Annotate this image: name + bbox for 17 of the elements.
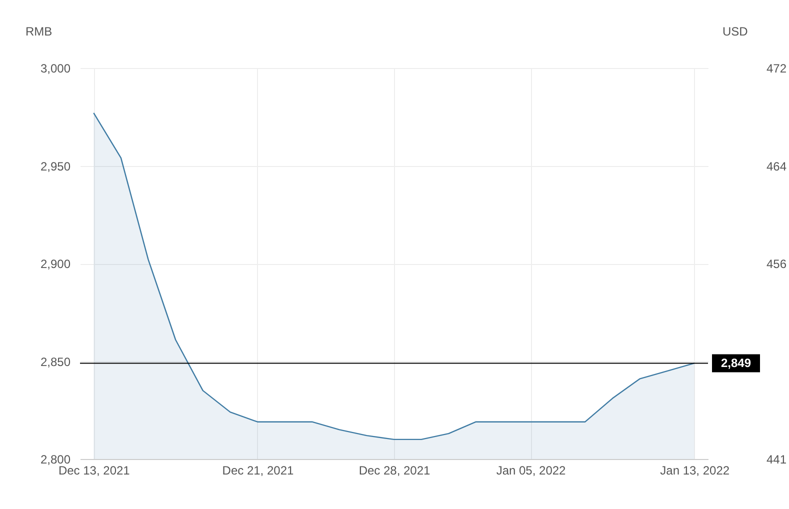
x-tick-label: Dec 28, 2021 [358,464,431,478]
y2-axis-title: USD [722,24,748,38]
x-tick-label: Dec 21, 2021 [222,464,294,478]
x-tick-label: Dec 13, 2021 [58,464,130,478]
y-tick-label: 3,000 [40,62,71,76]
y2-tick-label: 472 [766,62,787,76]
y-tick-label: 2,800 [40,452,71,466]
y-tick-label: 2,950 [40,159,71,174]
y-tick-label: 2,900 [40,257,71,271]
y2-tick-label: 441 [766,452,787,466]
x-tick-label: Jan 05, 2022 [496,464,566,478]
y-tick-label: 2,850 [40,354,71,369]
y2-tick-label: 456 [766,257,787,271]
x-tick-label: Jan 13, 2022 [660,464,730,478]
y-axis-title: RMB [26,24,52,38]
ref-line-label: 2,849 [720,356,752,370]
y2-tick-label: 464 [766,159,787,174]
